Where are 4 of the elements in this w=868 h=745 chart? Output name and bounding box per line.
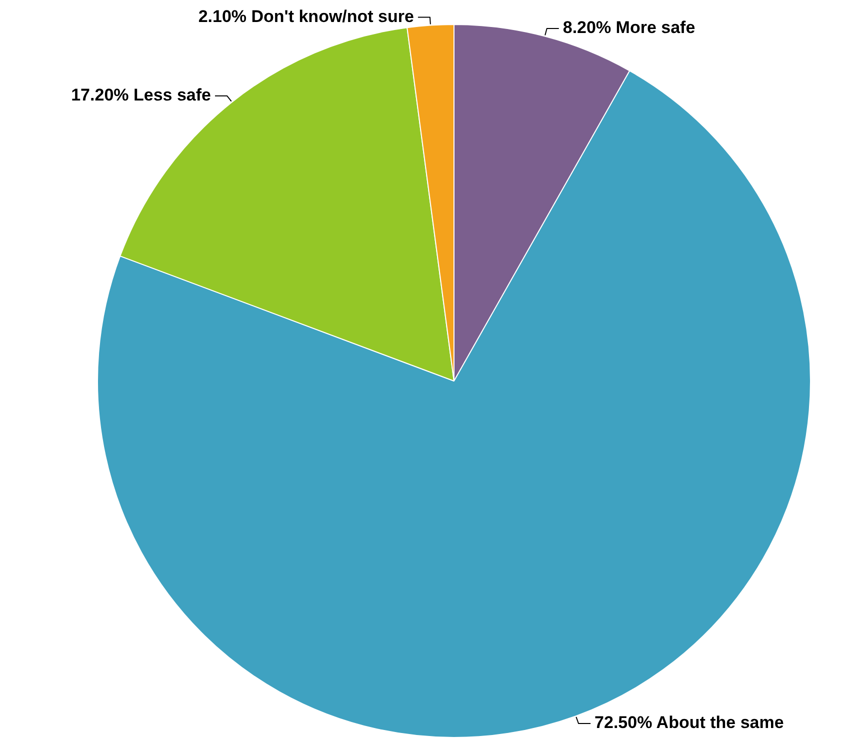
slice-label: 72.50% About the same xyxy=(594,713,784,732)
slice-label: 2.10% Don't know/not sure xyxy=(198,6,414,26)
slice-label: 17.20% Less safe xyxy=(71,86,211,105)
slice-label: 8.20% More safe xyxy=(562,18,696,38)
